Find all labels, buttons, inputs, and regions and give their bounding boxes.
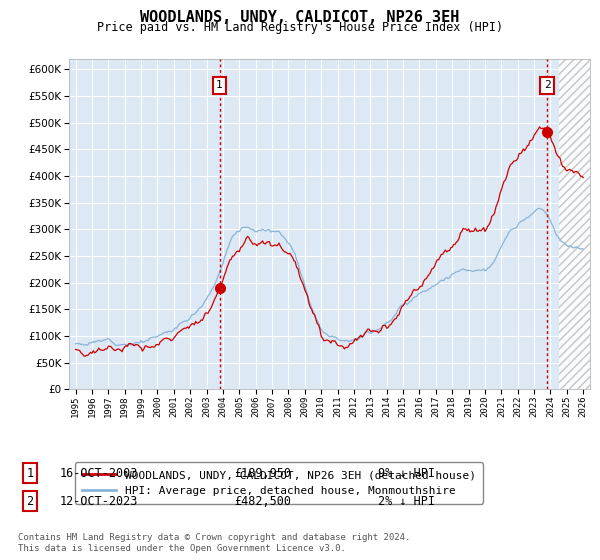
Text: 2% ↓ HPI: 2% ↓ HPI bbox=[378, 494, 435, 508]
Text: 16-OCT-2003: 16-OCT-2003 bbox=[60, 466, 139, 480]
Text: This data is licensed under the Open Government Licence v3.0.: This data is licensed under the Open Gov… bbox=[18, 544, 346, 553]
Bar bbox=[559, 59, 590, 389]
Legend: WOODLANDS, UNDY, CALDICOT, NP26 3EH (detached house), HPI: Average price, detach: WOODLANDS, UNDY, CALDICOT, NP26 3EH (det… bbox=[74, 463, 484, 503]
Text: £189,950: £189,950 bbox=[234, 466, 291, 480]
Text: 1: 1 bbox=[216, 81, 223, 91]
Text: 9% ↓ HPI: 9% ↓ HPI bbox=[378, 466, 435, 480]
Text: 2: 2 bbox=[26, 494, 34, 508]
Text: 2: 2 bbox=[544, 81, 550, 91]
Text: 12-OCT-2023: 12-OCT-2023 bbox=[60, 494, 139, 508]
Text: WOODLANDS, UNDY, CALDICOT, NP26 3EH: WOODLANDS, UNDY, CALDICOT, NP26 3EH bbox=[140, 10, 460, 25]
Text: 1: 1 bbox=[26, 466, 34, 480]
Text: £482,500: £482,500 bbox=[234, 494, 291, 508]
Text: Contains HM Land Registry data © Crown copyright and database right 2024.: Contains HM Land Registry data © Crown c… bbox=[18, 533, 410, 542]
Text: Price paid vs. HM Land Registry's House Price Index (HPI): Price paid vs. HM Land Registry's House … bbox=[97, 21, 503, 34]
